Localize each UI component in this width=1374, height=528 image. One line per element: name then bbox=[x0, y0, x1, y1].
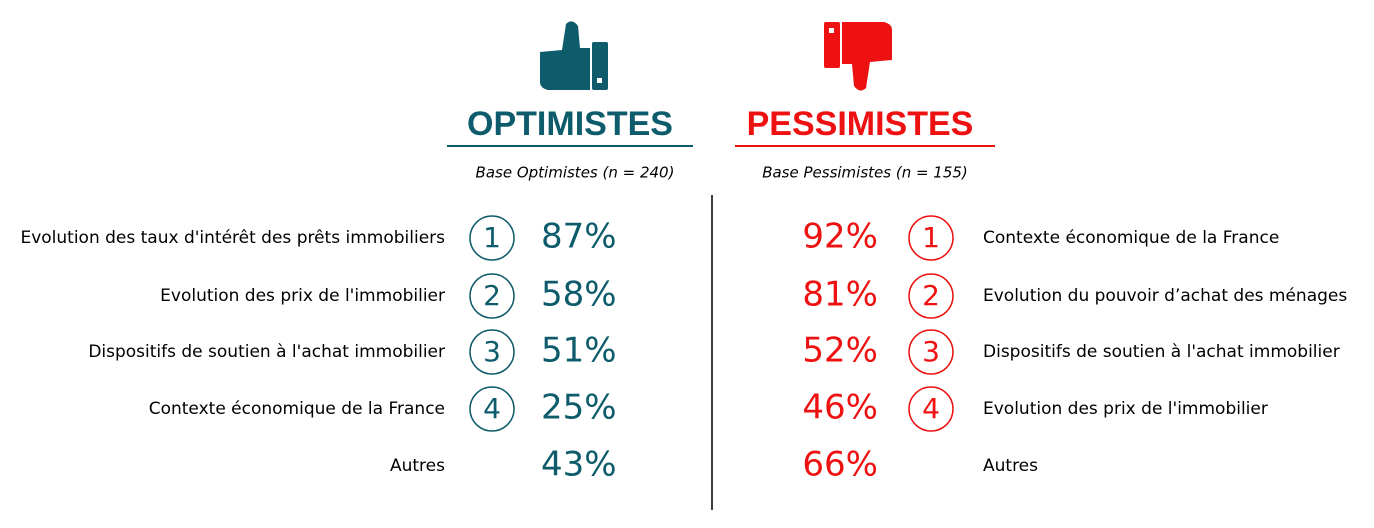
item-value: 66% bbox=[802, 445, 878, 485]
item-value: 25% bbox=[541, 388, 617, 428]
rank-number: 3 bbox=[483, 335, 501, 368]
item-value: 81% bbox=[802, 275, 878, 315]
item-value: 51% bbox=[541, 331, 617, 371]
rank-circle bbox=[908, 215, 954, 261]
optimists-base: Base Optimistes (n = 240) bbox=[476, 164, 675, 182]
rank-number: 2 bbox=[922, 279, 940, 312]
rank-number: 2 bbox=[483, 279, 501, 312]
item-label: Contexte économique de la France bbox=[149, 399, 445, 419]
item-value: 46% bbox=[802, 388, 878, 428]
rank-circle bbox=[469, 273, 515, 319]
item-label: Autres bbox=[983, 456, 1038, 476]
optimists-title: OPTIMISTES bbox=[467, 105, 673, 143]
item-label: Evolution des prix de l'immobilier bbox=[983, 399, 1268, 419]
item-value: 58% bbox=[541, 275, 617, 315]
rank-circle bbox=[469, 329, 515, 375]
rank-circle bbox=[908, 273, 954, 319]
item-label: Evolution des taux d'intérêt des prêts i… bbox=[20, 228, 445, 248]
item-label: Evolution des prix de l'immobilier bbox=[160, 286, 445, 306]
rank-circle bbox=[908, 386, 954, 432]
pessimists-base: Base Pessimistes (n = 155) bbox=[762, 164, 968, 182]
rank-circle bbox=[469, 386, 515, 432]
thumb-up-icon bbox=[540, 21, 608, 90]
rank-number: 3 bbox=[922, 335, 940, 368]
item-label: Evolution du pouvoir d’achat des ménages bbox=[983, 286, 1347, 306]
item-value: 43% bbox=[541, 445, 617, 485]
rank-circle bbox=[469, 215, 515, 261]
rank-number: 1 bbox=[483, 221, 501, 254]
rank-circle bbox=[908, 329, 954, 375]
rank-number: 1 bbox=[922, 221, 940, 254]
item-value: 92% bbox=[802, 217, 878, 257]
rank-number: 4 bbox=[922, 392, 940, 425]
rank-number: 4 bbox=[483, 392, 501, 425]
item-label: Autres bbox=[390, 456, 445, 476]
pessimists-title: PESSIMISTES bbox=[747, 105, 974, 143]
item-value: 87% bbox=[541, 217, 617, 257]
item-label: Dispositifs de soutien à l'achat immobil… bbox=[88, 342, 445, 362]
item-value: 52% bbox=[802, 331, 878, 371]
item-label: Dispositifs de soutien à l'achat immobil… bbox=[983, 342, 1340, 362]
item-label: Contexte économique de la France bbox=[983, 228, 1279, 248]
thumb-down-icon bbox=[824, 22, 892, 91]
